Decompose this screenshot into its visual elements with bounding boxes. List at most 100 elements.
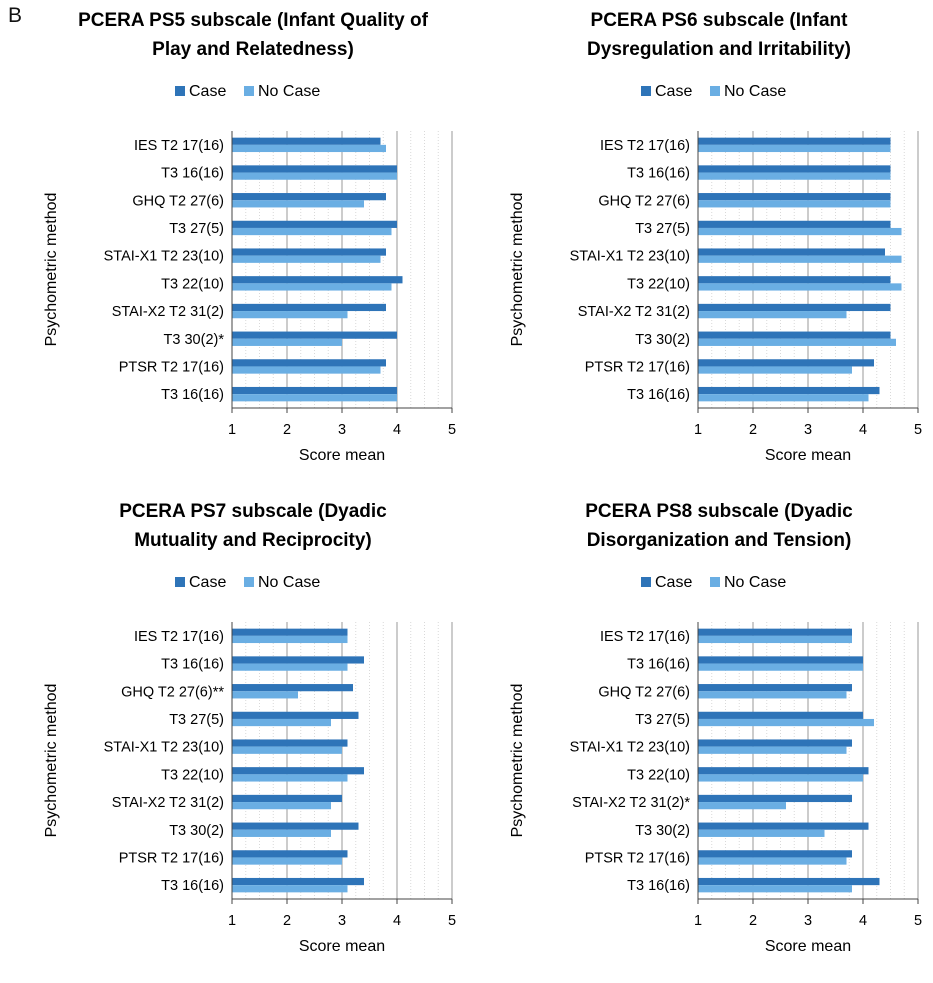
legend-label: No Case: [258, 574, 320, 591]
bar-no-case: [232, 718, 331, 727]
category-label: STAI-X1 T2 23(10): [104, 249, 224, 265]
bar-case: [698, 711, 863, 719]
bar-case: [698, 331, 891, 339]
bar-case: [698, 165, 891, 173]
bar-no-case: [698, 746, 847, 754]
bar-no-case: [698, 200, 891, 208]
category-label: T3 16(16): [627, 878, 690, 894]
chart-title-line: Disorganization and Tension): [587, 530, 852, 551]
category-label: GHQ T2 27(6): [598, 684, 690, 700]
category-label: T3 16(16): [161, 657, 224, 673]
chart-title-line: Play and Relatedness): [152, 39, 354, 60]
bar-case: [232, 303, 386, 312]
category-label: PTSR T2 17(16): [585, 850, 690, 866]
category-label: T3 16(16): [161, 878, 224, 894]
bar-case: [698, 877, 880, 886]
panel-letter: B: [8, 4, 23, 27]
bar-no-case: [698, 718, 874, 727]
bar-no-case: [698, 635, 852, 644]
bar-case: [232, 684, 353, 692]
bar-case: [232, 656, 364, 664]
category-label: PTSR T2 17(16): [585, 359, 690, 375]
chart-title-line: PCERA PS7 subscale (Dyadic: [119, 501, 387, 522]
category-label: T3 27(5): [169, 712, 224, 728]
bar-case: [698, 276, 891, 284]
y-axis-label: Psychometric method: [509, 684, 526, 838]
x-tick-label: 5: [914, 913, 922, 929]
bar-no-case: [698, 144, 891, 153]
bar-case: [232, 822, 359, 830]
bar-case: [232, 794, 342, 803]
chart-title-line: PCERA PS8 subscale (Dyadic: [585, 501, 853, 522]
legend-label: Case: [655, 83, 692, 100]
x-tick-label: 3: [804, 913, 812, 929]
bar-no-case: [698, 691, 847, 699]
category-label: T3 16(16): [161, 166, 224, 182]
bar-case: [698, 794, 852, 803]
category-label: GHQ T2 27(6): [132, 193, 224, 209]
x-tick-label: 2: [283, 913, 291, 929]
x-tick-label: 1: [694, 422, 702, 438]
legend-label: No Case: [724, 83, 786, 100]
category-label: T3 16(16): [627, 657, 690, 673]
y-axis-label: Psychometric method: [43, 684, 60, 838]
bar-no-case: [698, 283, 902, 291]
bar-case: [232, 165, 397, 173]
category-label: STAI-X2 T2 31(2): [112, 304, 224, 320]
bar-no-case: [232, 885, 348, 893]
category-label: T3 27(5): [635, 712, 690, 728]
bar-case: [698, 656, 863, 664]
x-axis-label: Score mean: [765, 447, 851, 464]
bar-no-case: [232, 366, 381, 374]
bar-no-case: [232, 394, 397, 402]
chart-svg: PCERA PS5 subscale (Infant Quality of Pla…: [43, 10, 456, 464]
bar-case: [232, 248, 386, 256]
bar-no-case: [698, 255, 902, 263]
category-label: T3 30(2): [169, 823, 224, 839]
chart-ps5: PCERA PS5 subscale (Infant Quality of Pla…: [0, 0, 466, 490]
category-label: STAI-X2 T2 31(2): [578, 304, 690, 320]
legend-swatch: [244, 577, 254, 587]
chart-ps6: PCERA PS6 subscale (Infant Dysregulation …: [466, 0, 932, 490]
category-label: T3 27(5): [635, 221, 690, 237]
x-tick-label: 2: [749, 913, 757, 929]
bar-no-case: [698, 338, 896, 346]
legend: Case No Case: [175, 574, 320, 591]
x-tick-label: 1: [228, 422, 236, 438]
category-label: STAI-X1 T2 23(10): [104, 740, 224, 756]
chart-svg: PCERA PS8 subscale (Dyadic Disorganizatio…: [509, 501, 922, 955]
legend-swatch: [244, 86, 254, 96]
legend: Case No Case: [641, 83, 786, 100]
legend-swatch: [710, 577, 720, 587]
bar-case: [232, 850, 348, 858]
bar-case: [232, 220, 397, 228]
bar-no-case: [232, 829, 331, 837]
bar-no-case: [232, 338, 342, 346]
bar-no-case: [232, 255, 381, 263]
bar-no-case: [698, 829, 825, 837]
category-label: T3 22(10): [627, 767, 690, 783]
x-tick-label: 1: [694, 913, 702, 929]
x-tick-label: 5: [914, 422, 922, 438]
category-label: IES T2 17(16): [134, 138, 224, 154]
bar-no-case: [698, 311, 847, 319]
y-axis-label: Psychometric method: [43, 193, 60, 347]
bar-no-case: [698, 172, 891, 180]
chart-svg: PCERA PS6 subscale (Infant Dysregulation …: [509, 10, 922, 464]
bar-no-case: [232, 691, 298, 699]
bar-case: [698, 193, 891, 201]
legend-swatch: [641, 577, 651, 587]
category-label: T3 16(16): [627, 166, 690, 182]
category-label: T3 30(2): [635, 332, 690, 348]
bar-case: [698, 248, 885, 256]
chart-ps8: PCERA PS8 subscale (Dyadic Disorganizatio…: [466, 491, 932, 981]
category-label: T3 16(16): [627, 387, 690, 403]
legend-label: No Case: [724, 574, 786, 591]
bar-case: [232, 331, 397, 339]
bar-no-case: [698, 774, 863, 782]
bar-case: [698, 822, 869, 830]
legend-label: Case: [655, 574, 692, 591]
bar-no-case: [698, 802, 786, 810]
bar-case: [698, 359, 874, 367]
legend-label: Case: [189, 83, 226, 100]
